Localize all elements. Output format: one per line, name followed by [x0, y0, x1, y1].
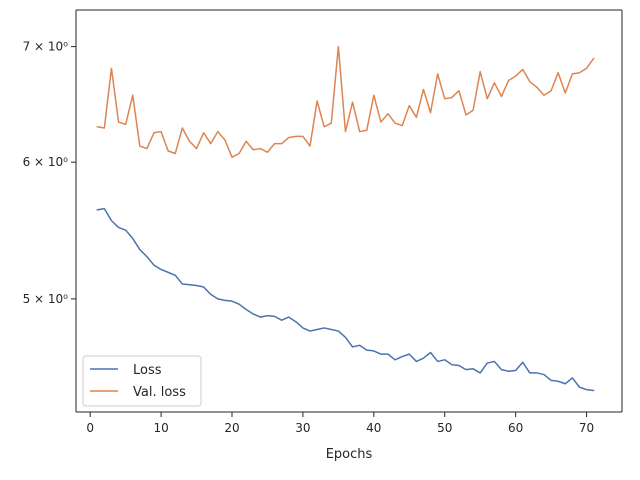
legend: Loss Val. loss	[82, 355, 202, 407]
y-ticks: 5 × 10⁰ 6 × 10⁰ 7 × 10⁰	[23, 40, 76, 306]
x-tick-label: 20	[224, 421, 239, 435]
x-tick-label: 60	[508, 421, 523, 435]
x-tick-label: 30	[295, 421, 310, 435]
y-tick-label: 7 × 10⁰	[23, 40, 69, 54]
y-tick-label: 5 × 10⁰	[23, 292, 69, 306]
x-tick-label: 50	[437, 421, 452, 435]
series-layer	[96, 45, 595, 392]
y-tick-label: 6 × 10⁰	[23, 155, 69, 169]
axes-layer	[75, 9, 623, 413]
legend-label-val-loss: Val. loss	[133, 385, 186, 400]
x-ticks: 0 10 20 30 40 50 60 70	[86, 412, 594, 435]
series-line-val-loss	[96, 45, 595, 158]
legend-label-loss: Loss	[133, 363, 162, 378]
x-tick-label: 10	[153, 421, 168, 435]
x-axis-label: Epochs	[326, 447, 373, 462]
x-tick-label: 0	[86, 421, 94, 435]
series-line-loss	[96, 207, 595, 392]
plot-area	[76, 10, 622, 412]
x-tick-label: 40	[366, 421, 381, 435]
x-tick-label: 70	[579, 421, 594, 435]
